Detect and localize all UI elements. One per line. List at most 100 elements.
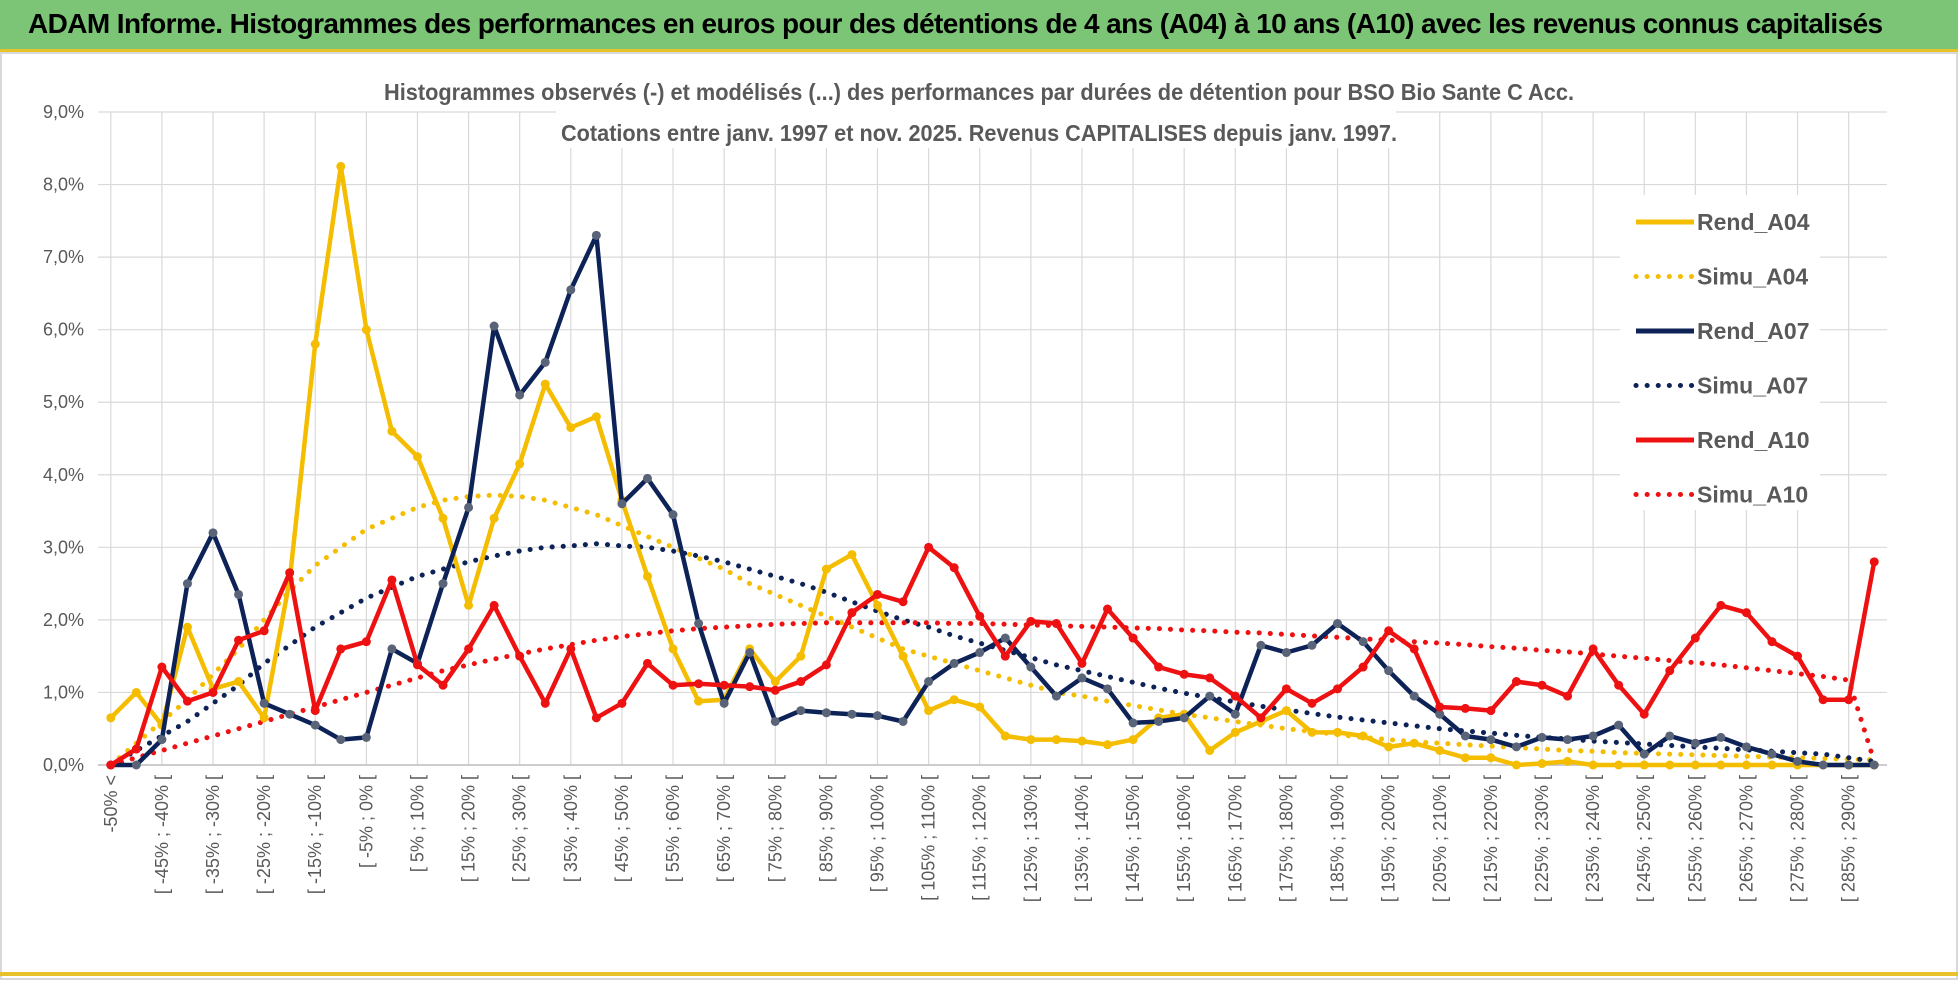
data-point-rend_a10	[1767, 637, 1777, 647]
data-point-rend_a07	[1358, 637, 1368, 647]
data-point-rend_a10	[949, 563, 959, 573]
data-point-rend_a07	[182, 579, 192, 589]
x-tick-label: [ 135% ; 140% [	[1072, 775, 1092, 902]
data-point-rend_a10	[1793, 651, 1803, 661]
y-tick-label: 9,0%	[43, 102, 84, 122]
data-point-rend_a07	[1486, 735, 1496, 745]
x-tick-label: [ -45% ; -40% [	[152, 775, 172, 894]
data-point-rend_a04	[1767, 760, 1777, 770]
data-point-rend_a07	[1384, 666, 1394, 676]
data-point-rend_a10	[1435, 702, 1445, 712]
data-point-rend_a07	[540, 357, 550, 367]
data-point-rend_a07	[1051, 691, 1061, 701]
data-point-rend_a07	[1869, 760, 1879, 770]
data-point-rend_a10	[1741, 608, 1751, 618]
data-point-rend_a04	[566, 423, 576, 433]
data-point-rend_a07	[694, 619, 704, 629]
data-point-rend_a07	[1716, 732, 1726, 742]
data-point-rend_a04	[489, 513, 499, 523]
data-point-rend_a07	[1460, 731, 1470, 741]
data-point-rend_a04	[1384, 742, 1394, 752]
data-point-rend_a10	[924, 542, 934, 552]
x-tick-label: [ 215% ; 220% [	[1481, 775, 1501, 902]
data-point-rend_a10	[1486, 706, 1496, 716]
data-point-rend_a10	[1230, 691, 1240, 701]
series-line-rend_a04	[109, 164, 1875, 768]
data-point-rend_a07	[1077, 673, 1087, 683]
data-point-rend_a07	[642, 473, 652, 483]
data-point-rend_a10	[1639, 709, 1649, 719]
data-point-rend_a04	[1128, 735, 1138, 745]
x-tick-label: [ 45% ; 50% [	[612, 775, 632, 882]
y-tick-label: 2,0%	[43, 610, 84, 630]
data-point-rend_a04	[1741, 760, 1751, 770]
data-point-rend_a10	[1665, 666, 1675, 676]
data-point-rend_a04	[1333, 727, 1343, 737]
data-point-rend_a04	[1511, 760, 1521, 770]
data-point-rend_a10	[898, 597, 908, 607]
data-point-rend_a07	[1537, 732, 1547, 742]
x-tick-label: [ 105% ; 110% [	[919, 775, 939, 901]
x-tick-label: [ 225% ; 230% [	[1532, 775, 1552, 902]
data-point-rend_a10	[1103, 604, 1113, 614]
data-point-rend_a10	[591, 713, 601, 723]
x-tick-label: -50% <	[101, 775, 121, 833]
data-point-rend_a10	[234, 635, 244, 645]
data-point-rend_a07	[1588, 731, 1598, 741]
y-tick-label: 6,0%	[43, 320, 84, 340]
data-point-rend_a10	[1333, 684, 1343, 694]
data-point-rend_a10	[1358, 662, 1368, 672]
data-point-rend_a07	[1128, 718, 1138, 728]
data-point-rend_a07	[1026, 662, 1036, 672]
legend-label-simu_a07: Simu_A07	[1697, 373, 1808, 399]
x-tick-label: [ 205% ; 210% [	[1430, 775, 1450, 902]
data-point-rend_a07	[796, 706, 806, 716]
data-point-rend_a04	[464, 600, 474, 610]
data-point-rend_a04	[1358, 731, 1368, 741]
data-point-rend_a04	[1026, 735, 1036, 745]
data-point-rend_a10	[719, 680, 729, 690]
data-point-rend_a10	[1869, 557, 1879, 567]
data-point-rend_a07	[668, 510, 678, 520]
x-tick-label: [ 75% ; 80% [	[765, 775, 785, 882]
data-point-rend_a07	[1614, 720, 1624, 730]
x-tick-label: [ 175% ; 180% [	[1276, 775, 1296, 902]
x-tick-label: [ 185% ; 190% [	[1328, 775, 1348, 902]
data-point-rend_a07	[1639, 749, 1649, 759]
x-tick-label: [ 125% ; 130% [	[1021, 775, 1041, 902]
data-point-rend_a10	[1154, 662, 1164, 672]
data-point-rend_a04	[1639, 760, 1649, 770]
data-point-rend_a07	[975, 648, 985, 658]
data-point-rend_a10	[1179, 669, 1189, 679]
x-tick-label: [ 55% ; 60% [	[663, 775, 683, 882]
data-point-rend_a10	[668, 680, 678, 690]
data-point-rend_a04	[515, 459, 525, 469]
data-point-rend_a10	[1051, 619, 1061, 629]
data-point-rend_a10	[617, 698, 627, 708]
data-point-rend_a07	[1435, 709, 1445, 719]
data-point-rend_a04	[336, 161, 346, 171]
data-point-rend_a07	[821, 708, 831, 718]
data-point-rend_a07	[234, 589, 244, 599]
data-point-rend_a10	[1205, 673, 1215, 683]
bottom-accent-bar	[0, 972, 1958, 976]
data-point-rend_a07	[872, 711, 882, 721]
data-point-rend_a07	[591, 230, 601, 240]
data-point-rend_a07	[1281, 648, 1291, 658]
data-point-rend_a10	[847, 608, 857, 618]
data-point-rend_a07	[1256, 640, 1266, 650]
title-background	[556, 108, 1396, 148]
data-point-rend_a04	[949, 695, 959, 705]
data-point-rend_a10	[412, 660, 422, 670]
data-point-rend_a07	[566, 285, 576, 295]
data-point-rend_a04	[438, 513, 448, 523]
data-point-rend_a04	[1281, 706, 1291, 716]
data-point-rend_a04	[1051, 735, 1061, 745]
data-point-rend_a04	[259, 713, 269, 723]
data-point-rend_a04	[1588, 760, 1598, 770]
x-tick-label: [ 15% ; 20% [	[459, 775, 479, 882]
data-point-rend_a04	[872, 600, 882, 610]
data-point-rend_a04	[1716, 760, 1726, 770]
data-point-rend_a07	[1511, 742, 1521, 752]
data-point-rend_a10	[182, 696, 192, 706]
